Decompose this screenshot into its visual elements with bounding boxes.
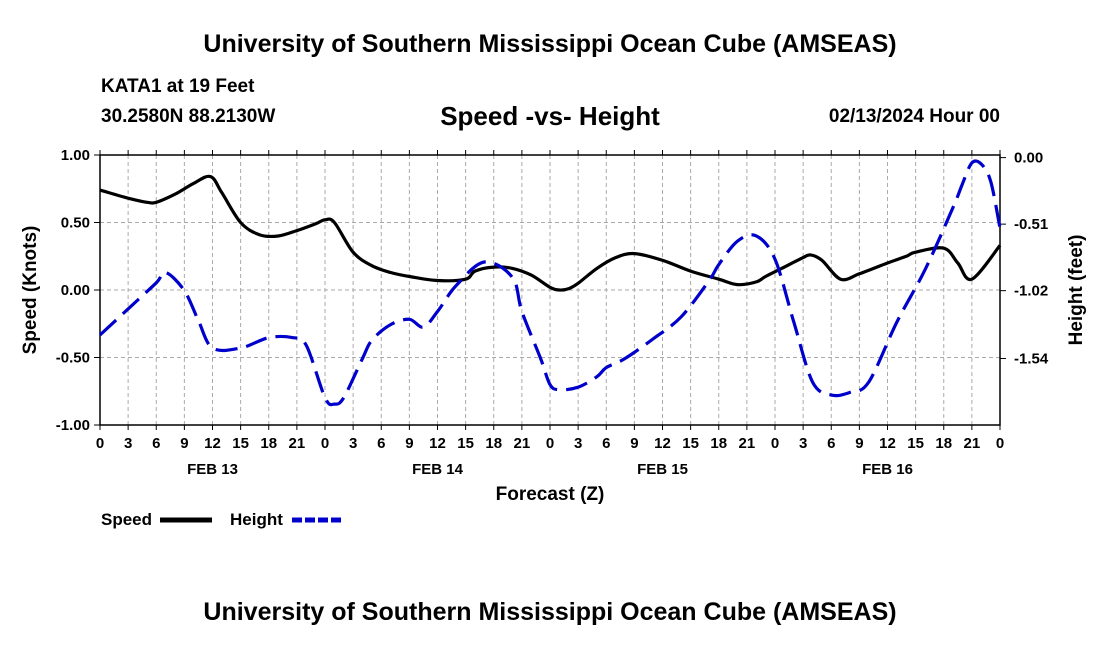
x-axis-title: Forecast (Z) (496, 484, 605, 505)
x-tick-label: 0 (771, 435, 779, 452)
series-line-speed (99, 174, 1002, 292)
chart-subtitle: Speed -vs- Height (440, 101, 660, 131)
legend-label-height: Height (230, 510, 283, 529)
legend: Speed Height (101, 510, 342, 529)
series-lines (98, 159, 1002, 407)
x-tick-label: 0 (996, 435, 1004, 452)
x-tick-label: 18 (260, 435, 277, 452)
x-tick-label: 21 (739, 435, 756, 452)
y-right-tick-label: -0.51 (1014, 216, 1048, 233)
x-tick-label: 21 (964, 435, 981, 452)
y-left-tick-label: 0.50 (61, 215, 90, 232)
x-tick-label: 3 (799, 435, 807, 452)
x-day-label: FEB 16 (862, 461, 913, 478)
x-tick-label: 0 (546, 435, 554, 452)
x-tick-label: 12 (879, 435, 896, 452)
x-tick-label: 21 (514, 435, 531, 452)
x-tick-label: 15 (457, 435, 474, 452)
legend-label-speed: Speed (101, 510, 152, 529)
y-right-tick-label: -1.02 (1014, 283, 1048, 300)
x-tick-label: 3 (124, 435, 132, 452)
x-tick-label: 3 (349, 435, 357, 452)
forecast-datetime: 02/13/2024 Hour 00 (828, 106, 1000, 127)
x-tick-label: 15 (232, 435, 249, 452)
x-tick-label: 9 (405, 435, 413, 452)
y-right-tick-label: -1.54 (1014, 350, 1049, 367)
axis-ticks: 0 3 6 9 12 15 18 21 0 3 6 9 12 15 18 21 0 3 6 9 12 15 18 21 0 3 6 9… (56, 147, 1049, 478)
x-tick-label: 9 (630, 435, 638, 452)
x-tick-label: 6 (377, 435, 385, 452)
y-left-tick-label: -0.50 (56, 350, 90, 367)
x-day-label: FEB 13 (187, 461, 238, 478)
y-right-tick-label: 0.00 (1014, 150, 1043, 167)
x-tick-label: 9 (855, 435, 863, 452)
x-day-label: FEB 14 (412, 461, 464, 478)
footer-title: University of Southern Mississippi Ocean… (203, 598, 897, 626)
x-tick-label: 15 (682, 435, 699, 452)
x-tick-label: 6 (827, 435, 835, 452)
x-tick-label: 12 (204, 435, 221, 452)
x-tick-label: 0 (96, 435, 104, 452)
station-label: KATA1 at 19 Feet (101, 76, 255, 97)
series-line-height (98, 159, 1002, 407)
x-tick-label: 9 (180, 435, 188, 452)
x-tick-label: 18 (935, 435, 952, 452)
x-tick-label: 6 (602, 435, 610, 452)
y-left-axis-title: Speed (Knots) (20, 226, 41, 355)
y-right-axis-title: Height (feet) (1066, 235, 1087, 346)
y-left-tick-label: 1.00 (61, 147, 90, 164)
y-left-tick-label: -1.00 (56, 417, 90, 434)
x-tick-label: 18 (485, 435, 502, 452)
y-left-tick-label: 0.00 (61, 282, 90, 299)
station-coordinates: 30.2580N 88.2130W (101, 106, 276, 127)
x-tick-label: 0 (321, 435, 329, 452)
main-title: University of Southern Mississippi Ocean… (203, 30, 897, 58)
x-tick-label: 12 (429, 435, 446, 452)
x-tick-label: 18 (710, 435, 727, 452)
x-day-label: FEB 15 (637, 461, 688, 478)
x-tick-label: 6 (152, 435, 160, 452)
x-tick-label: 12 (654, 435, 671, 452)
x-tick-label: 3 (574, 435, 582, 452)
x-tick-label: 15 (907, 435, 924, 452)
x-tick-label: 21 (289, 435, 306, 452)
